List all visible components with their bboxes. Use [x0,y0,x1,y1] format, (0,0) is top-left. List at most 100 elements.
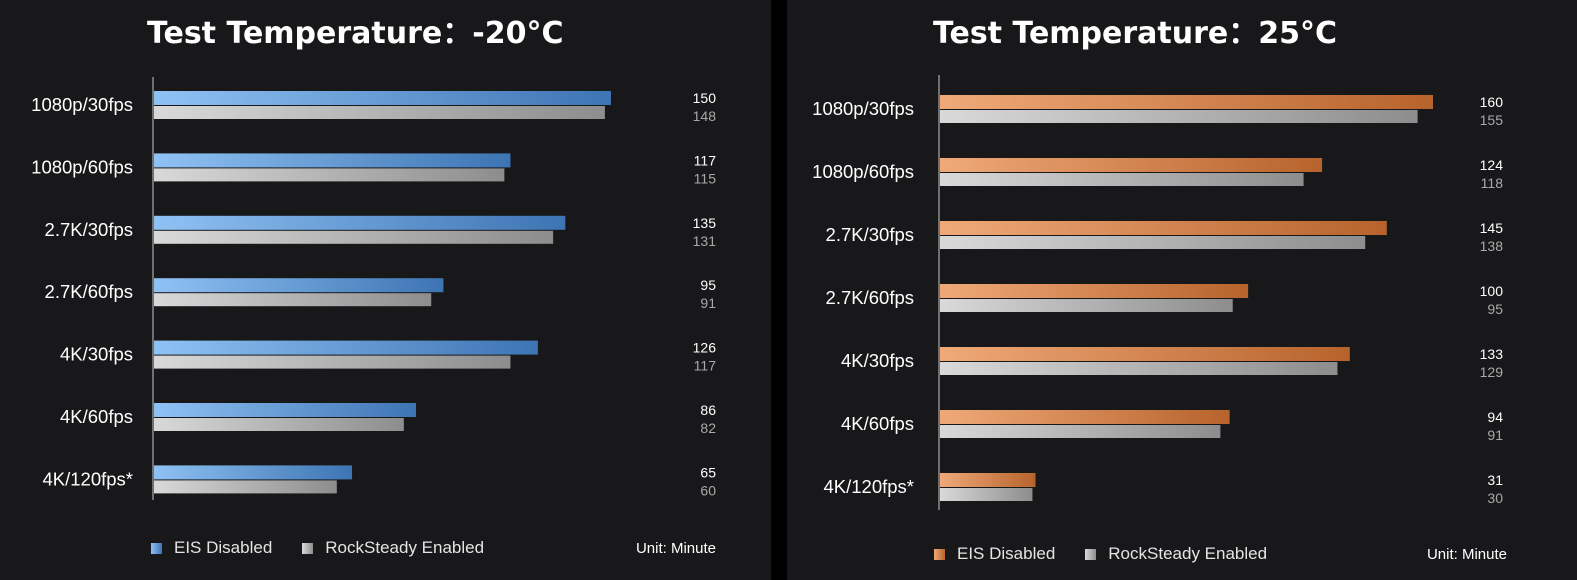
bar-group-1080p-60fps: 1080p/60fps 117 115 [31,152,716,186]
legend-label-eis-disabled: EIS Disabled [957,544,1056,563]
bar-eis-disabled [940,284,1249,298]
legend-swatch-eis-disabled [934,548,945,560]
value-label-rocksteady-enabled: 60 [700,482,716,498]
legend-item-eis-disabled: EIS Disabled [934,544,1055,564]
bar-rocksteady-enabled [940,425,1221,438]
value-label-eis-disabled: 124 [1480,157,1504,173]
value-label-rocksteady-enabled: 155 [1480,112,1504,128]
bar-group-4k-60fps: 4K/60fps 94 91 [841,409,1503,443]
legend-swatch-rocksteady-enabled [302,542,314,554]
value-label-rocksteady-enabled: 138 [1480,238,1504,254]
category-label: 4K/30fps [60,344,133,365]
bar-rocksteady-enabled [154,293,432,307]
bar-rocksteady-enabled [940,362,1338,375]
category-label: 1080p/60fps [812,161,914,182]
category-label: 1080p/30fps [31,94,133,115]
value-label-eis-disabled: 86 [700,402,716,418]
value-label-rocksteady-enabled: 115 [694,170,717,186]
chart-title: Test Temperature：25°C [933,16,1338,51]
bar-group-4k-60fps: 4K/60fps 86 82 [60,402,716,436]
bar-group-1080p-30fps: 1080p/30fps 150 148 [31,90,716,124]
value-label-eis-disabled: 150 [693,90,717,106]
bar-rocksteady-enabled [940,299,1233,312]
unit-label: Unit: Minute [1426,546,1507,563]
category-label: 1080p/30fps [812,98,914,119]
value-label-rocksteady-enabled: 91 [700,295,716,311]
value-label-rocksteady-enabled: 131 [693,233,717,249]
bar-eis-disabled [940,347,1350,361]
bar-group-4k-120fps: 4K/120fps* 65 60 [42,464,716,498]
category-label: 4K/120fps* [823,476,914,497]
value-label-rocksteady-enabled: 82 [700,420,716,436]
category-label: 4K/60fps [60,406,133,427]
legend-label-rocksteady-enabled: RockSteady Enabled [325,538,485,557]
value-label-eis-disabled: 95 [700,277,716,293]
legend-label-eis-disabled: EIS Disabled [174,538,273,557]
bar-eis-disabled [154,465,353,480]
value-label-rocksteady-enabled: 118 [1481,175,1504,191]
value-label-eis-disabled: 117 [694,152,717,168]
bar-rocksteady-enabled [940,236,1366,249]
bar-rocksteady-enabled [154,480,337,494]
legend-item-eis-disabled: EIS Disabled [151,538,272,558]
bar-group-4k-30fps: 4K/30fps 126 117 [60,340,716,374]
category-label: 2.7K/30fps [45,219,133,240]
category-label: 2.7K/30fps [826,224,914,245]
bar-group-2-7k-60fps: 2.7K/60fps 100 95 [826,283,1504,317]
value-label-eis-disabled: 94 [1487,409,1503,425]
bar-eis-disabled [940,95,1433,109]
chart-legend: EIS Disabled RockSteady Enabled [151,538,484,558]
bar-eis-disabled [940,221,1387,235]
category-label: 4K/60fps [841,413,914,434]
bar-rocksteady-enabled [154,168,505,182]
bar-group-1080p-60fps: 1080p/60fps 124 118 [812,157,1503,191]
bar-eis-disabled [940,473,1036,487]
value-label-rocksteady-enabled: 91 [1487,427,1503,443]
bar-eis-disabled [154,403,417,417]
bar-group-1080p-30fps: 1080p/30fps 160 155 [812,94,1503,128]
value-label-rocksteady-enabled: 95 [1487,301,1503,317]
legend-label-rocksteady-enabled: RockSteady Enabled [1108,544,1268,563]
chart-title: Test Temperature：-20°C [147,16,564,51]
bar-chart-minus20: 1080p/30fps 150 148 1080p/60fps 117 115 2.7K/3… [31,77,717,500]
category-label: 1080p/60fps [31,156,133,177]
legend-swatch-eis-disabled [151,542,162,554]
legend-item-rocksteady-enabled: RockSteady Enabled [1085,544,1267,564]
bar-group-4k-120fps: 4K/120fps* 31 30 [823,472,1503,506]
bar-eis-disabled [154,340,538,355]
value-label-eis-disabled: 160 [1480,94,1504,110]
bar-rocksteady-enabled [154,355,511,369]
bar-group-2-7k-60fps: 2.7K/60fps 95 91 [45,277,717,311]
unit-label: Unit: Minute [635,540,716,557]
bar-rocksteady-enabled [940,173,1304,186]
value-label-rocksteady-enabled: 148 [693,108,717,124]
bar-rocksteady-enabled [940,110,1418,123]
category-label: 2.7K/60fps [826,287,914,308]
bar-eis-disabled [154,278,444,293]
value-label-rocksteady-enabled: 30 [1487,490,1503,506]
legend-item-rocksteady-enabled: RockSteady Enabled [302,538,484,558]
bar-eis-disabled [154,91,611,105]
value-label-rocksteady-enabled: 117 [694,358,717,374]
value-label-eis-disabled: 100 [1480,283,1504,299]
chart-panel-minus20: Test Temperature：-20°C 1080p/30fps 150 148… [0,0,771,580]
bar-chart-25: 1080p/30fps 160 155 1080p/60fps 124 118 2.7K/3… [812,75,1504,510]
bar-eis-disabled [154,153,511,168]
bar-eis-disabled [154,215,566,230]
value-label-eis-disabled: 65 [700,464,716,480]
bar-rocksteady-enabled [940,488,1033,501]
legend-swatch-rocksteady-enabled [1085,548,1097,560]
category-label: 4K/30fps [841,350,914,371]
bar-group-2-7k-30fps: 2.7K/30fps 135 131 [45,215,717,249]
chart-legend: EIS Disabled RockSteady Enabled [934,544,1267,564]
value-label-eis-disabled: 133 [1480,346,1504,362]
bar-rocksteady-enabled [154,230,554,244]
bar-group-4k-30fps: 4K/30fps 133 129 [841,346,1503,380]
category-label: 4K/120fps* [42,468,133,489]
bar-eis-disabled [940,158,1323,172]
value-label-rocksteady-enabled: 129 [1480,364,1504,380]
value-label-eis-disabled: 126 [693,340,717,356]
chart-panel-25: Test Temperature：25°C 1080p/30fps 160 155 1… [787,0,1577,580]
value-label-eis-disabled: 135 [693,215,717,231]
